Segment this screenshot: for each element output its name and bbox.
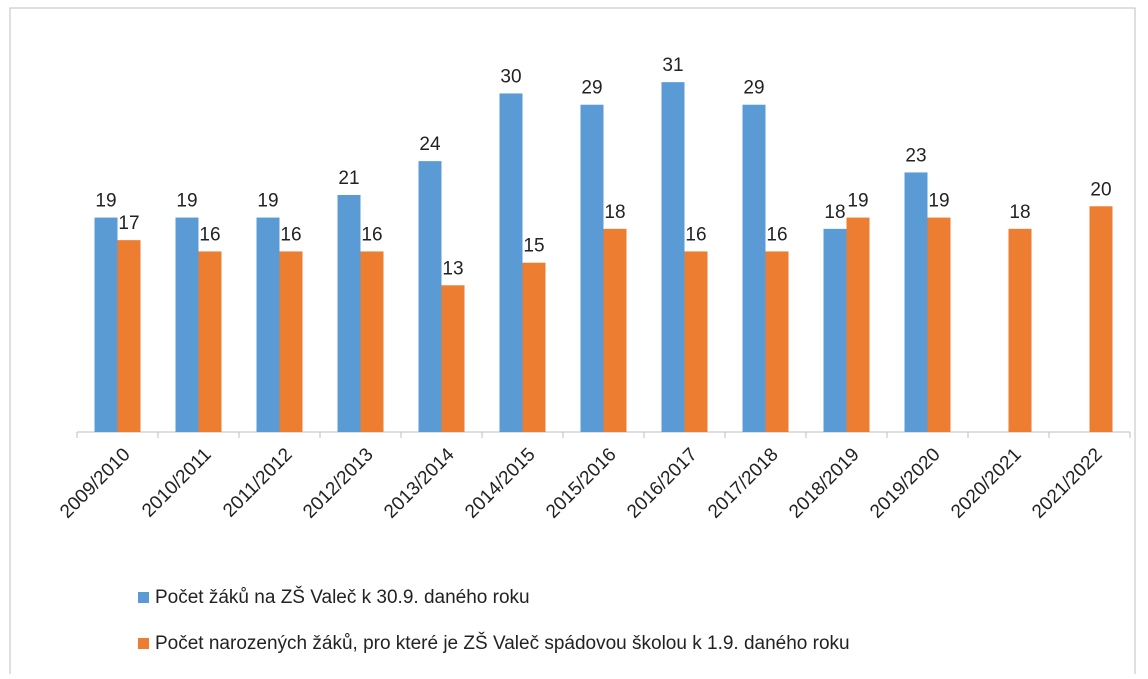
data-label: 29 <box>581 78 602 99</box>
x-tick-label: 2010/2011 <box>138 444 215 521</box>
bar <box>904 172 928 432</box>
data-label: 19 <box>847 191 868 212</box>
bar <box>927 217 951 432</box>
data-label: 16 <box>685 224 706 245</box>
bar <box>117 240 141 432</box>
legend-swatch <box>138 638 149 649</box>
data-label: 31 <box>662 55 683 76</box>
bar <box>742 104 766 432</box>
legend-label: Počet narozených žáků, pro které je ZŠ V… <box>155 632 850 654</box>
data-label: 16 <box>280 224 301 245</box>
x-tick-label: 2016/2017 <box>623 444 701 522</box>
x-tick-label: 2015/2016 <box>542 444 620 522</box>
data-label: 19 <box>257 191 278 212</box>
data-label: 15 <box>523 236 544 257</box>
x-tick-label: 2014/2015 <box>461 444 539 522</box>
bar <box>823 228 847 432</box>
bar <box>198 251 222 432</box>
data-label: 30 <box>500 66 521 87</box>
data-label: 29 <box>743 78 764 99</box>
bar <box>279 251 303 432</box>
data-label: 21 <box>338 168 359 189</box>
bar <box>522 262 546 432</box>
bar <box>846 217 870 432</box>
data-label: 23 <box>905 145 926 166</box>
data-label: 16 <box>199 224 220 245</box>
bar <box>94 217 118 432</box>
bar <box>175 217 199 432</box>
x-tick-label: 2017/2018 <box>704 444 782 522</box>
x-tick-label: 2012/2013 <box>299 444 377 522</box>
bar <box>661 82 685 433</box>
data-label: 19 <box>95 191 116 212</box>
data-label: 16 <box>766 224 787 245</box>
bar <box>256 217 280 432</box>
bar <box>603 228 627 432</box>
data-label: 16 <box>361 224 382 245</box>
data-label: 18 <box>604 202 625 223</box>
data-label: 19 <box>928 191 949 212</box>
chart-frame <box>9 7 1136 674</box>
bar <box>765 251 789 432</box>
bar <box>684 251 708 432</box>
bar <box>580 104 604 432</box>
bar <box>418 161 442 432</box>
x-tick-label: 2009/2010 <box>56 444 134 522</box>
data-label: 19 <box>176 191 197 212</box>
bar <box>1008 228 1032 432</box>
bar <box>441 285 465 432</box>
bar <box>337 195 361 432</box>
data-label: 24 <box>419 134 441 155</box>
bar <box>499 93 523 432</box>
data-label: 17 <box>118 213 139 234</box>
data-label: 18 <box>824 202 845 223</box>
legend-swatch <box>138 592 149 603</box>
data-label: 20 <box>1090 179 1111 200</box>
x-tick-label: 2019/2020 <box>866 444 944 522</box>
x-tick-label: 2013/2014 <box>380 444 459 523</box>
x-tick-label: 2011/2012 <box>219 444 296 521</box>
x-tick-label: 2021/2022 <box>1028 444 1106 522</box>
data-label: 18 <box>1009 202 1030 223</box>
x-tick-label: 2018/2019 <box>785 444 863 522</box>
bar <box>360 251 384 432</box>
legend-label: Počet žáků na ZŠ Valeč k 30.9. daného ro… <box>155 586 530 608</box>
x-tick-label: 2020/2021 <box>947 444 1025 522</box>
data-label: 13 <box>442 258 463 279</box>
bar <box>1089 206 1113 432</box>
